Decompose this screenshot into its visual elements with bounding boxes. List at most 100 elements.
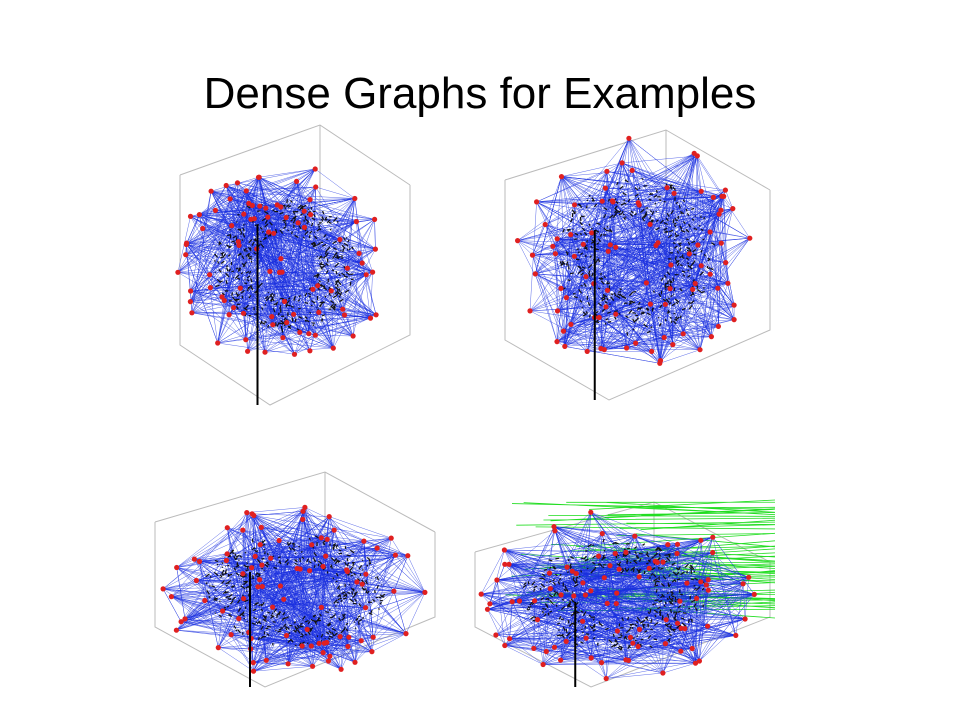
graph-node <box>695 242 701 248</box>
graph-node <box>245 348 251 354</box>
graph-node <box>602 185 609 191</box>
graph-node <box>636 626 643 633</box>
graph-node <box>718 207 724 213</box>
graph-node <box>240 571 246 577</box>
graph-node <box>281 596 287 602</box>
graph-node <box>231 305 237 311</box>
graph-node <box>694 153 700 159</box>
graph-node <box>257 203 263 209</box>
graph-node <box>269 314 275 320</box>
graph-node <box>619 160 625 166</box>
graph-node <box>543 648 549 655</box>
graph-node <box>220 608 226 614</box>
graph-node <box>327 653 333 659</box>
graph-node <box>278 256 284 262</box>
graph-node <box>662 301 669 307</box>
graph-node <box>554 308 561 314</box>
graph-node <box>236 242 242 248</box>
graph-node <box>583 274 589 280</box>
graph-node <box>534 199 540 205</box>
graph-node <box>509 599 515 605</box>
graph-node <box>718 240 724 246</box>
graph-node <box>277 583 283 589</box>
graph-node <box>746 574 752 580</box>
graph-node <box>297 566 303 572</box>
graph-node <box>730 206 736 212</box>
graph-node <box>692 280 698 287</box>
graph-node <box>568 232 574 238</box>
graph-node <box>719 193 725 199</box>
graph-node <box>613 601 619 607</box>
graph-node <box>534 617 541 623</box>
graph-node <box>698 188 704 194</box>
graph-node <box>234 180 241 186</box>
graph-node <box>191 556 197 562</box>
graph-node <box>551 644 558 650</box>
graph-node <box>515 238 521 244</box>
graph-node <box>705 623 711 629</box>
graph-node <box>251 512 257 519</box>
graph-node <box>249 202 255 209</box>
graph-node <box>601 347 607 353</box>
graph-node <box>635 200 641 206</box>
graph-node <box>684 580 690 586</box>
graph-node <box>698 537 704 543</box>
graph-node <box>268 555 274 561</box>
graph-node <box>291 311 297 317</box>
graph-node <box>299 643 305 649</box>
graph-node <box>710 549 716 556</box>
graph-node <box>184 240 190 246</box>
graph-node <box>558 174 565 180</box>
graph-figure <box>504 129 771 401</box>
graph-node <box>354 579 360 585</box>
graph-node <box>320 563 326 570</box>
graph-node <box>677 598 683 604</box>
graph-node <box>306 331 312 337</box>
graph-node <box>372 246 378 252</box>
graph-node <box>227 196 233 202</box>
graph-node <box>569 568 575 574</box>
graph-node <box>160 586 166 592</box>
graph-node <box>599 198 605 204</box>
graph-node <box>175 269 181 275</box>
graph-node <box>502 642 508 649</box>
graph-node <box>707 229 713 235</box>
graph-node <box>263 657 269 663</box>
graph-node <box>301 224 307 230</box>
graph-node <box>680 331 686 337</box>
graph-node <box>219 294 225 300</box>
graph-node <box>610 199 616 205</box>
graph-node <box>516 598 523 604</box>
graph-node <box>243 337 249 343</box>
graph-node <box>550 243 556 249</box>
graph-node <box>403 631 409 637</box>
graph-node <box>208 188 214 194</box>
slide-title: Dense Graphs for Examples <box>204 69 757 118</box>
graph-node <box>613 244 619 250</box>
graph-node <box>302 504 308 510</box>
graph-node <box>723 260 729 266</box>
graph-node <box>392 552 398 558</box>
graph-node <box>207 272 213 278</box>
graph-node <box>731 317 737 323</box>
graph-node <box>257 577 263 583</box>
graph-node <box>716 211 722 217</box>
graph-node <box>337 236 343 243</box>
graph-node <box>243 188 249 194</box>
graph-node <box>310 286 316 292</box>
graph-node <box>589 230 595 236</box>
graph-node <box>690 286 696 292</box>
graph-node <box>560 328 567 334</box>
graph-node <box>614 590 620 596</box>
graph-node <box>255 584 261 590</box>
graph-node <box>309 542 315 548</box>
graph-node <box>568 321 574 327</box>
graph-node <box>285 661 291 667</box>
graph-node <box>280 335 286 341</box>
graph-node <box>647 301 654 307</box>
graph-node <box>388 535 394 541</box>
graph-node <box>612 550 618 557</box>
graph-node <box>267 268 273 274</box>
graph-node <box>630 640 636 646</box>
graph-node <box>196 558 203 565</box>
